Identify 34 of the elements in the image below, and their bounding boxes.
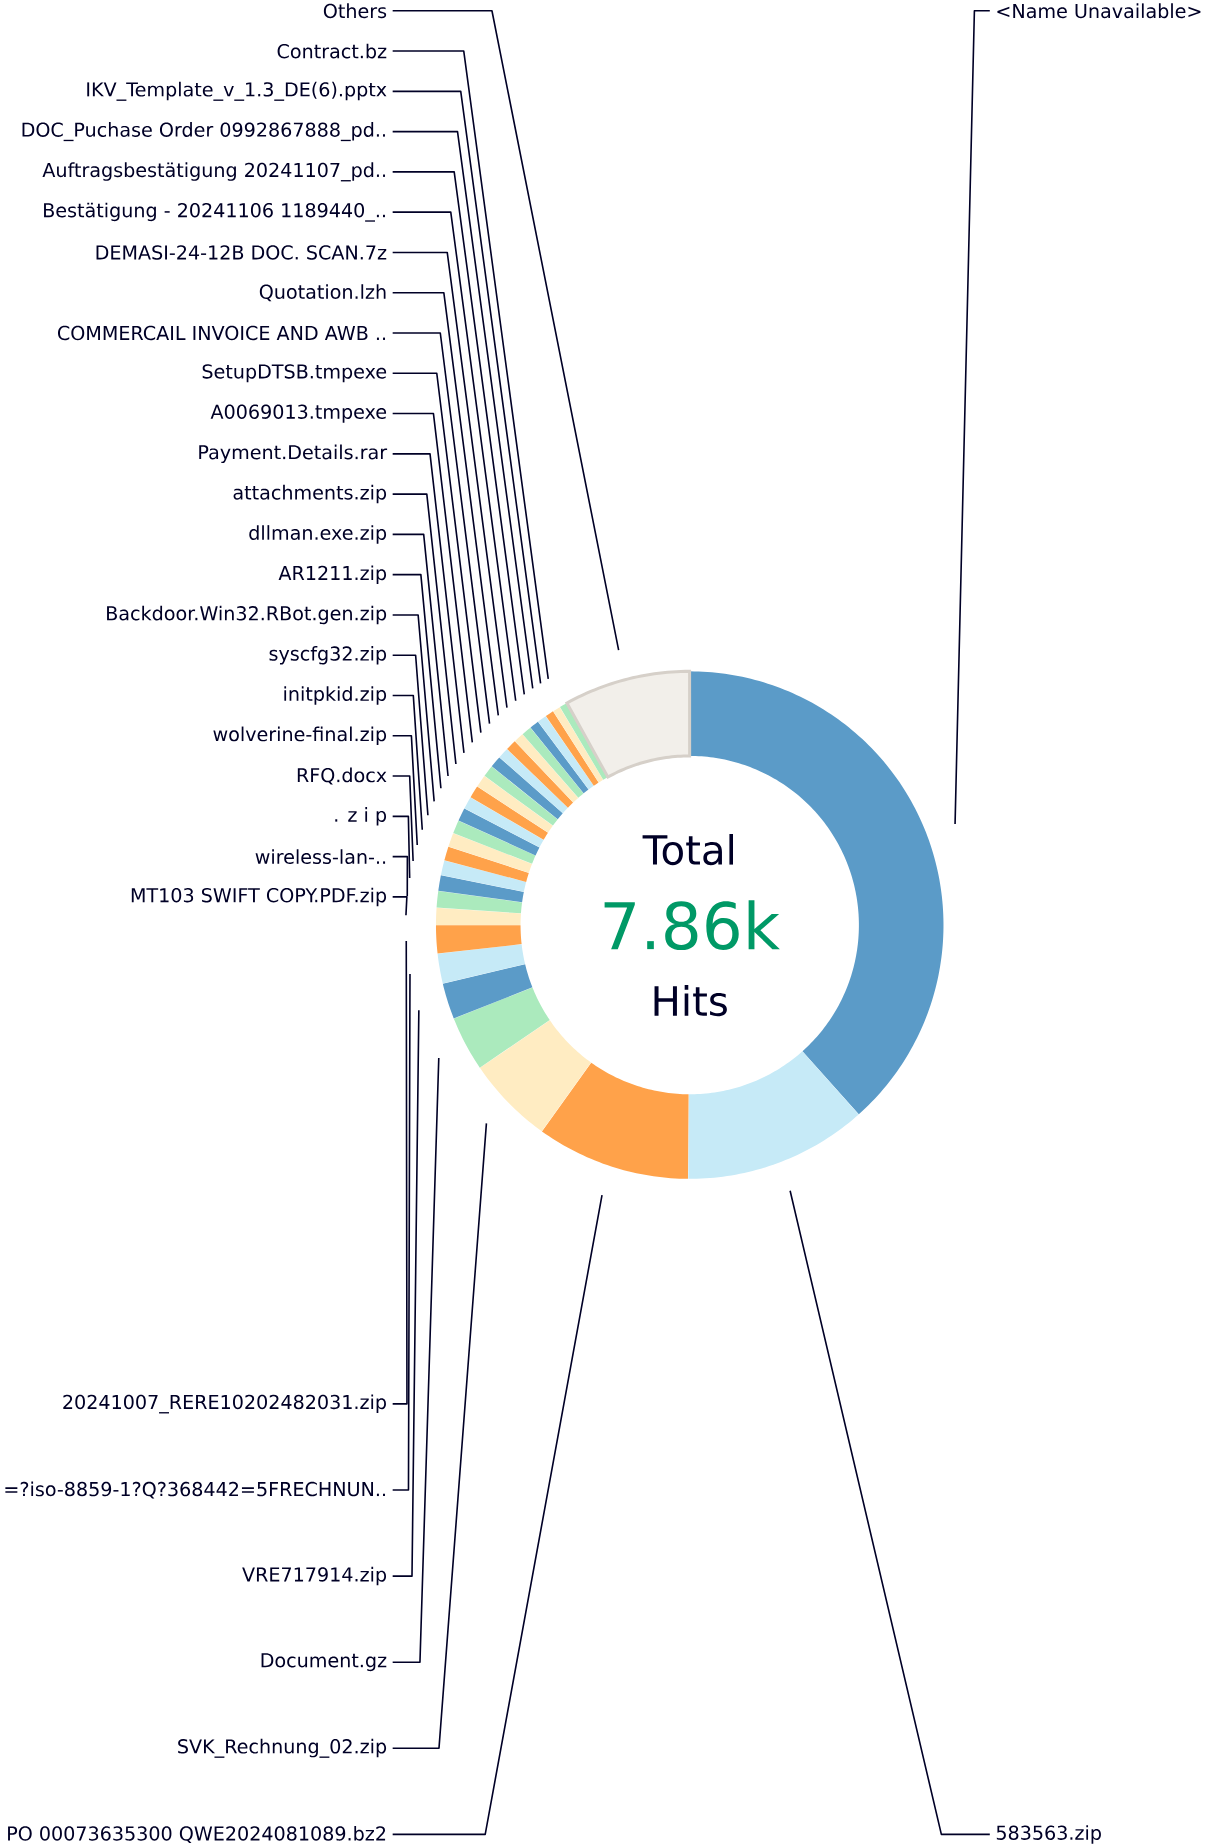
slice-label: PO 00073635300 QWE2024081089.bz2 (8, 1825, 386, 1843)
slice-label: 583563.zip (996, 1825, 1102, 1844)
slice-label: Payment.Details.rar (199, 444, 388, 464)
slice-label: SVK_Rechnung_02.zip (178, 1738, 387, 1758)
slice-label: Auftragsbestätigung 20241107_pd.. (42, 162, 386, 182)
slice-label: Bestätigung - 20241106 1189440_.. (44, 202, 386, 222)
slice-label: Contract.bz (277, 43, 387, 59)
slice-label: attachments.zip (233, 484, 387, 504)
slice-label: DEMASI-24-12B DOC. SCAN.7z (96, 245, 387, 260)
text: Hits (654, 985, 727, 1017)
slice-label: Others (323, 3, 387, 19)
slice-label: =?iso-8859-1?Q?368442=5FRECHNUN.. (5, 1481, 386, 1499)
slice-label: VRE717914.zip (242, 1566, 387, 1586)
slice-label: 20241007_RERE10202482031.zip (63, 1394, 387, 1414)
text: 7.86k (604, 900, 780, 951)
slice-label: IKV_Template_v_1.3_DE(6).pptx (87, 81, 387, 101)
slice-label: . z i p (335, 807, 387, 826)
slice-label: A0069013.tmpexe (210, 404, 387, 423)
slice-label: Document.gz (261, 1653, 387, 1672)
slice-label: wolverine-final.zip (213, 726, 387, 746)
slice-label: Backdoor.Win32.RBot.gen.zip (107, 605, 387, 625)
text: Total (642, 834, 734, 866)
slice-label: MT103 SWIFT COPY.PDF.zip (131, 887, 387, 907)
slice-label: COMMERCAIL INVOICE AND AWB .. (58, 325, 386, 341)
slice-label: AR1211.zip (278, 565, 387, 584)
slice-label: <Name Unavailable> (997, 3, 1201, 19)
slice-label: dllman.exe.zip (249, 525, 387, 544)
slice-label: DOC_Puchase Order 0992867888_pd.. (22, 122, 386, 142)
slice-label: RFQ.docx (297, 767, 387, 785)
slice-label: wireless-lan-.. (255, 849, 386, 865)
slice-label: syscfg32.zip (269, 645, 387, 665)
slice-label: Quotation.lzh (259, 284, 386, 302)
slice-label: initpkid.zip (284, 686, 387, 705)
slice-label: SetupDTSB.tmpexe (202, 364, 387, 383)
